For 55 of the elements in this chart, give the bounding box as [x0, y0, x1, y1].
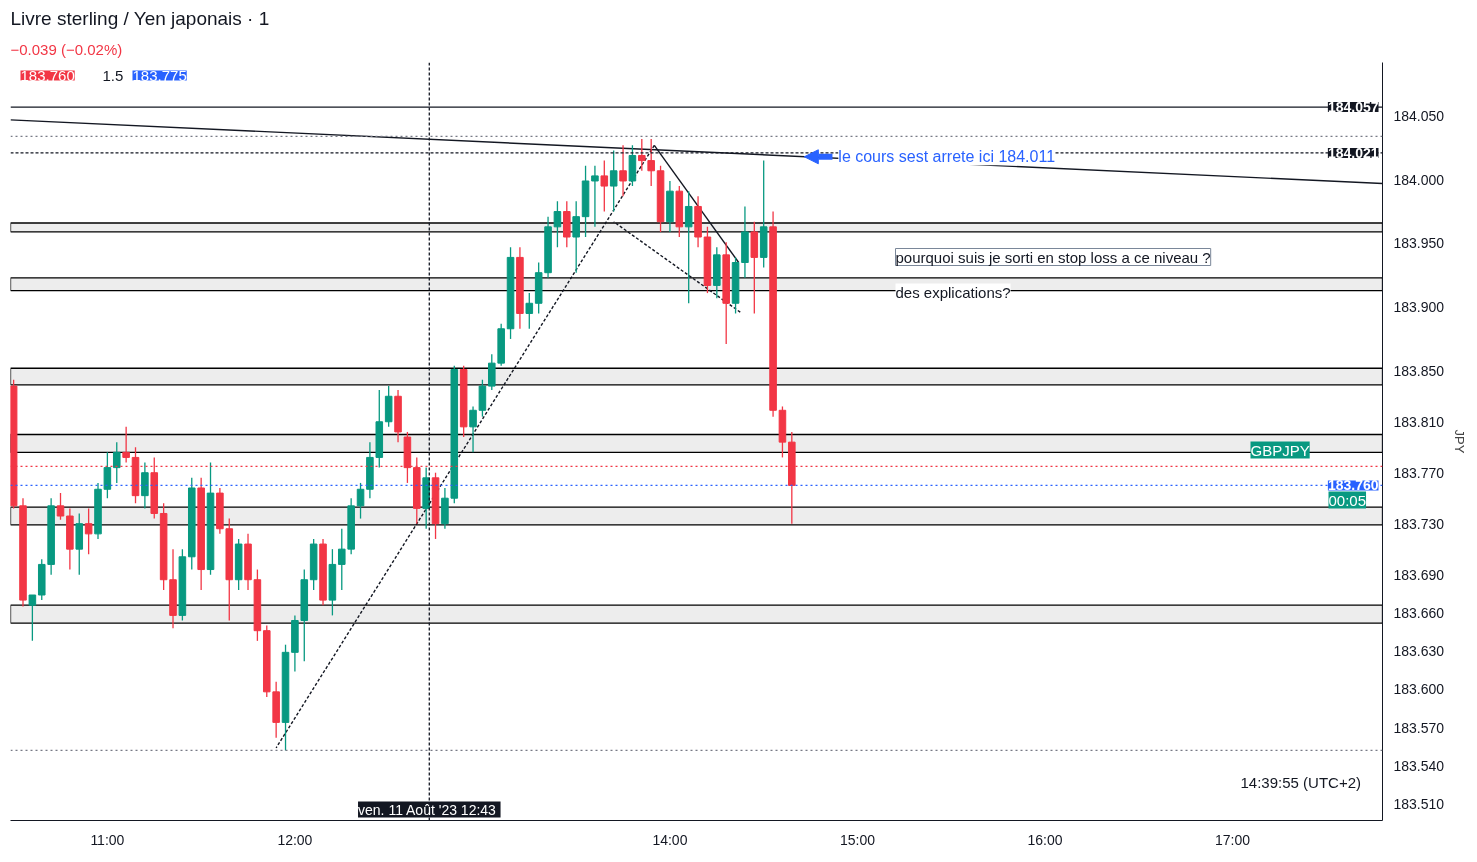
- ref-line-label: 184.021: [1327, 144, 1379, 161]
- candlestick: [619, 144, 627, 197]
- y-tick-label: 183.770: [1393, 464, 1445, 481]
- y-axis-title: JPY: [1452, 429, 1468, 454]
- candlestick: [28, 594, 37, 642]
- candlestick: [600, 159, 609, 213]
- candlestick: [572, 200, 580, 274]
- y-tick-label: 183.630: [1393, 643, 1445, 660]
- x-tick-label: 11:00: [90, 831, 125, 848]
- x-tick-label: 17:00: [1214, 831, 1251, 848]
- y-tick-label: 184.000: [1393, 171, 1445, 188]
- y-tick-label: 183.730: [1393, 515, 1445, 532]
- annotation: 14:39:55 (UTC+2): [1240, 773, 1361, 791]
- ref-line-label: ven. 11 Août '23 12:43: [358, 801, 497, 818]
- y-tick-label: 183.570: [1393, 719, 1445, 736]
- y-tick-label: 183.600: [1393, 681, 1445, 698]
- annotation: 183.775: [132, 66, 187, 84]
- candlestick: [356, 482, 365, 520]
- x-tick-label: 15:00: [839, 831, 876, 848]
- candlestick: [488, 353, 496, 391]
- y-tick-label: 183.690: [1393, 566, 1445, 583]
- candlestick: [141, 461, 149, 510]
- candlestick: [525, 292, 534, 330]
- y-tick-label: 183.950: [1393, 235, 1445, 252]
- annotation: 00:05: [1328, 491, 1367, 509]
- y-tick-label: 183.540: [1393, 757, 1445, 774]
- x-tick-label: 12:00: [277, 831, 313, 848]
- y-tick-label: 183.810: [1393, 413, 1445, 430]
- ref-line-label: 183.760: [1327, 477, 1379, 494]
- y-tick-label: 183.850: [1393, 362, 1445, 379]
- x-tick-label: 14:00: [652, 831, 688, 848]
- candlestick: [609, 149, 618, 213]
- candlestick: [56, 492, 65, 521]
- ref-line-label: 184.057: [1327, 99, 1379, 116]
- candlestick: [122, 426, 130, 464]
- candlestick: [112, 441, 121, 484]
- x-tick-label: 16:00: [1027, 831, 1063, 848]
- candlestick: [103, 451, 112, 499]
- y-tick-label: 183.660: [1393, 604, 1445, 621]
- annotation: 1.5: [102, 66, 124, 84]
- annotation: 183.760: [20, 66, 75, 84]
- candlestick: [84, 507, 93, 555]
- annotation: pourquoi suis je sorti en stop loss a ce niveau ?: [895, 248, 1211, 266]
- chart-title: Livre sterling / Yen japonais · 1: [10, 7, 270, 29]
- candlestick: [591, 165, 599, 228]
- chart-subtitle: −0.039 (−0.02%): [10, 40, 123, 58]
- candlestick: [338, 528, 346, 591]
- y-tick-label: 183.900: [1393, 299, 1445, 316]
- y-tick-label: 183.510: [1393, 795, 1445, 812]
- candlestick: [684, 190, 693, 304]
- y-tick-label: 184.050: [1393, 108, 1445, 125]
- annotation: des explications?: [895, 283, 1011, 301]
- annotation: le cours sest arrete ici 184.011: [838, 148, 1056, 166]
- candlestick: [469, 405, 477, 453]
- annotation: GBPJPY: [1250, 441, 1310, 459]
